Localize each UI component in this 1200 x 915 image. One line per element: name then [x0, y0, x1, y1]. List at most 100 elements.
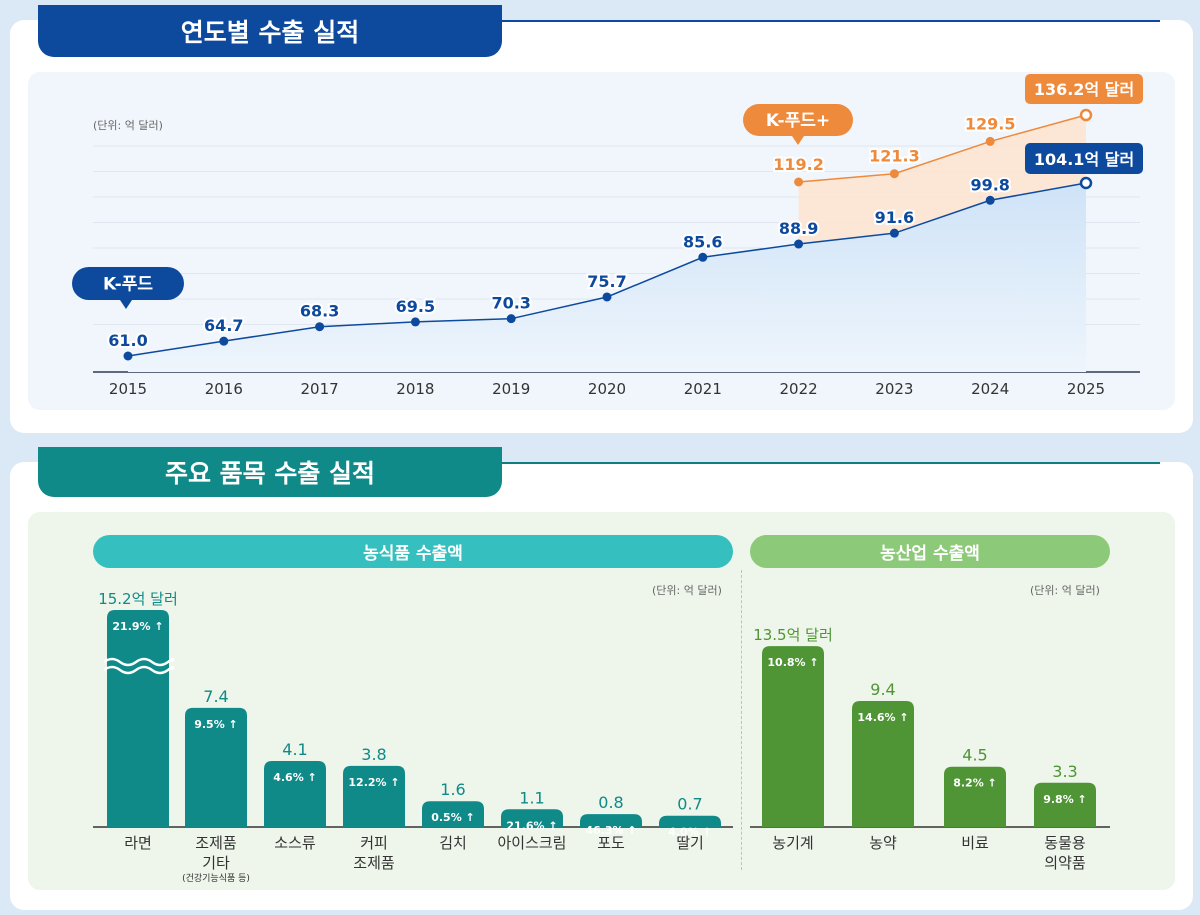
- bar: [1034, 782, 1096, 827]
- k-food-point: [315, 322, 325, 332]
- k-food-plus-value-label: 121.3: [869, 147, 920, 166]
- k-food-value-label: 61.0: [108, 331, 147, 350]
- k-food-plus-point: [1079, 108, 1093, 122]
- growth-rate-label: 12.2% ↑: [348, 776, 399, 789]
- bar-value-label: 3.3: [1052, 762, 1077, 781]
- category-label: 딸기: [676, 834, 704, 852]
- k-food-point: [1079, 176, 1093, 190]
- year-tick-label: 2016: [205, 380, 243, 398]
- bar-value-label: 4.1: [282, 740, 307, 759]
- k-food-plus-legend-label-pointer: [792, 136, 804, 145]
- k-food-plus-point: [889, 169, 899, 179]
- category-label: 기타: [202, 854, 230, 872]
- bar: [264, 760, 326, 827]
- k-food-plus-point: [794, 177, 804, 187]
- bar: [185, 707, 247, 827]
- year-tick-label: 2024: [971, 380, 1009, 398]
- growth-rate-label: 0.5% ↑: [431, 811, 475, 824]
- category-label: 비료: [961, 834, 989, 852]
- k-food-plus-area: [798, 115, 1086, 245]
- bar: [107, 610, 169, 827]
- category-label: 김치: [439, 834, 467, 852]
- growth-rate-label: 21.9% ↑: [112, 620, 163, 633]
- growth-rate-label: 9.8% ↑: [1043, 793, 1087, 806]
- year-tick-label: 2025: [1067, 380, 1105, 398]
- k-food-plus-point: [985, 136, 995, 146]
- category-label: 동물용: [1044, 834, 1085, 852]
- bar-value-label: 7.4: [203, 687, 228, 706]
- k-food-plus-line: [798, 114, 1087, 183]
- bar: [852, 701, 914, 827]
- bar: [343, 765, 405, 827]
- year-tick-label: 2023: [875, 380, 913, 398]
- bar-value-label: 15.2억 달러: [98, 590, 178, 608]
- agri-unit-label: (단위: 억 달러): [1030, 584, 1100, 597]
- bar: [580, 814, 642, 827]
- k-food-value-label: 88.9: [779, 219, 818, 238]
- year-tick-label: 2022: [780, 380, 818, 398]
- bar-value-label: 0.7: [677, 795, 702, 814]
- food-unit-label: (단위: 억 달러): [652, 584, 722, 597]
- k-food-plus-value-label: 119.2: [773, 155, 824, 174]
- section-title-items: 주요 품목 수출 실적: [38, 447, 502, 497]
- k-food-point: [410, 317, 420, 327]
- k-food-plus-legend-label: K-푸드+: [766, 111, 830, 131]
- k-food-plus-value-label: 129.5: [965, 114, 1016, 133]
- section-separator: [741, 570, 742, 870]
- bar: [501, 809, 563, 827]
- bar: [422, 801, 484, 827]
- k-food-point: [219, 336, 229, 346]
- k-food-value-label: 85.6: [683, 232, 722, 251]
- section-title-yearly: 연도별 수출 실적: [38, 5, 502, 57]
- bar-value-label: 1.1: [519, 788, 544, 807]
- category-label: 아이스크림: [497, 834, 566, 852]
- bar-value-label: 1.6: [440, 780, 465, 799]
- k-food-value-label: 70.3: [491, 294, 530, 313]
- food-export-header: 농식품 수출액: [93, 535, 733, 568]
- k-food-point: [889, 228, 899, 238]
- bar: [762, 646, 824, 827]
- final-label-bg: [1025, 74, 1143, 104]
- bar-value-label: 0.8: [598, 793, 623, 812]
- k-food-value-label: 99.8: [970, 175, 1009, 194]
- k-food-final-label: 104.1억 달러: [1034, 150, 1134, 169]
- bar-value-label: 4.5: [962, 746, 987, 765]
- k-food-point: [602, 292, 612, 302]
- category-label: 농약: [869, 834, 897, 852]
- bar-value-label: 13.5억 달러: [753, 626, 833, 644]
- k-food-point: [985, 195, 995, 205]
- category-label: 라면: [124, 834, 152, 852]
- year-tick-label: 2018: [396, 380, 434, 398]
- growth-rate-label: 9.5% ↑: [194, 718, 238, 731]
- bar-value-label: 9.4: [870, 680, 895, 699]
- growth-rate-label: 14.6% ↑: [857, 711, 908, 724]
- k-food-plus-final-label: 136.2억 달러: [1034, 80, 1134, 99]
- k-food-legend-label: K-푸드: [103, 275, 153, 295]
- k-food-point: [698, 252, 708, 262]
- k-food-plus-legend-label-bg: [743, 104, 853, 136]
- k-food-value-label: 68.3: [300, 302, 339, 321]
- unit-label: (단위: 억 달러): [93, 119, 163, 132]
- k-food-value-label: 64.7: [204, 316, 243, 335]
- bar: [659, 815, 721, 827]
- category-label: 조제품: [353, 854, 394, 872]
- k-food-value-label: 75.7: [587, 272, 626, 291]
- axis-break-wave: [103, 665, 175, 675]
- k-food-legend-label-pointer: [120, 300, 132, 309]
- category-label: 농기계: [772, 834, 813, 852]
- year-tick-label: 2021: [684, 380, 722, 398]
- divider: [500, 462, 1160, 464]
- k-food-value-label: 69.5: [396, 297, 435, 316]
- k-food-legend-label-bg: [72, 267, 184, 300]
- growth-rate-label: 4.6% ↑: [273, 771, 317, 784]
- year-tick-label: 2017: [301, 380, 339, 398]
- k-food-point: [123, 351, 133, 361]
- category-label: 커피: [360, 834, 388, 852]
- k-food-point: [506, 314, 516, 324]
- growth-rate-label: 21.6% ↑: [506, 819, 557, 832]
- final-label-bg: [1025, 143, 1143, 174]
- category-label: 소스류: [274, 834, 316, 852]
- year-tick-label: 2019: [492, 380, 530, 398]
- year-tick-label: 2020: [588, 380, 626, 398]
